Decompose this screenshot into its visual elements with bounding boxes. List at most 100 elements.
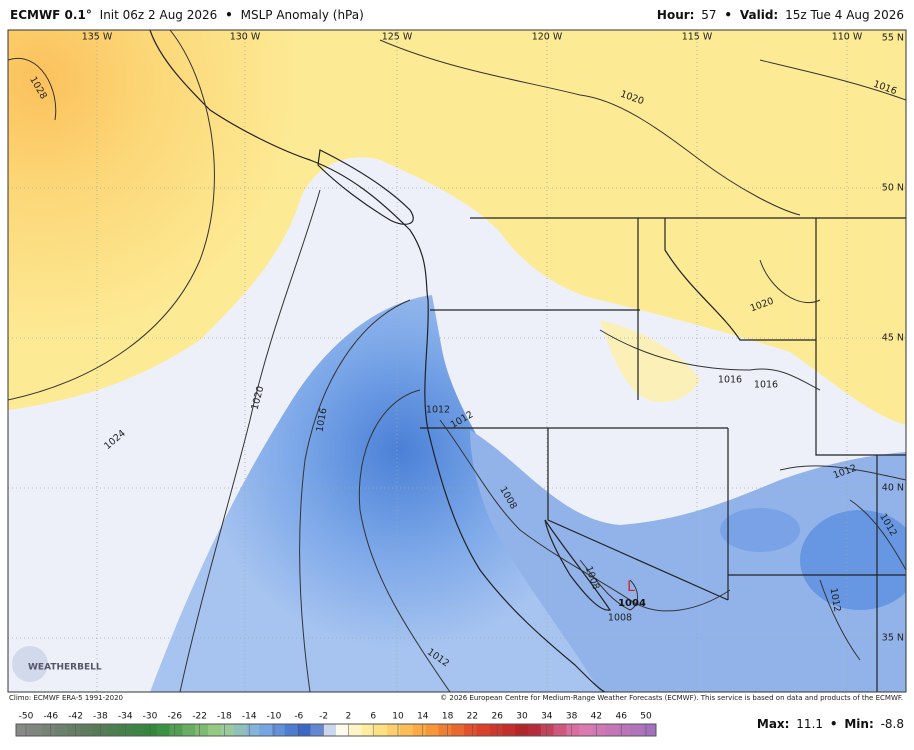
colorbar-segment [80, 724, 94, 736]
colorbar-segment [566, 724, 580, 736]
colorbar-segment [604, 724, 618, 736]
colorbar-label: -22 [192, 712, 207, 722]
colorbar-segment [297, 724, 311, 736]
graticule [8, 30, 906, 692]
longitude-label: 110 W [832, 32, 863, 43]
map-frame [7, 29, 907, 693]
latitude-label: 45 N [882, 333, 904, 344]
colorbar-segment [348, 724, 362, 736]
colorbar-label: 6 [370, 712, 376, 722]
max: 11.1 [796, 717, 823, 731]
colorbar-segment [643, 724, 657, 736]
low-anomaly-core [720, 508, 800, 552]
colorbar-label: 50 [640, 712, 652, 722]
latitude-label: 50 N [882, 183, 904, 194]
colorbar-label: 18 [442, 712, 454, 722]
colorbar-segment [156, 724, 170, 736]
min-label: Min: [844, 717, 873, 731]
colorbar-segment [630, 724, 644, 736]
latitude-label: 40 N [882, 483, 904, 494]
colorbar-segment [220, 724, 234, 736]
colorbar-label: -42 [68, 712, 83, 722]
colorbar-label: -34 [118, 712, 133, 722]
longitude-label: 135 W [82, 32, 113, 43]
max-label: Max: [757, 717, 790, 731]
colorbar-segment [528, 724, 542, 736]
colorbar-segment [387, 724, 401, 736]
colorbar-segment [182, 724, 196, 736]
min: -8.8 [881, 717, 904, 731]
colorbar-label: -6 [294, 712, 303, 722]
separator: • [225, 8, 233, 22]
contour-label: 1016 [754, 380, 778, 391]
colorbar-label: -50 [19, 712, 34, 722]
colorbar-label: 34 [541, 712, 553, 722]
low-symbol: L [627, 579, 635, 595]
colorbar-segment [579, 724, 593, 736]
colorbar-segment [476, 724, 490, 736]
separator: • [830, 717, 838, 731]
colorbar-segment [272, 724, 286, 736]
model: ECMWF 0.1° [10, 8, 92, 22]
colorbar-label: 38 [566, 712, 578, 722]
hour: 57 [701, 8, 716, 22]
isobars [8, 30, 906, 692]
colorbar-segment [54, 724, 68, 736]
colorbar-segment [489, 724, 503, 736]
colorbar-segment [412, 724, 426, 736]
high-anomaly [8, 30, 906, 425]
borders [420, 217, 906, 692]
colorbar-segment [67, 724, 81, 736]
colorbar-label: -38 [93, 712, 108, 722]
colorbar-segment [28, 724, 42, 736]
colorbar-label: -18 [217, 712, 232, 722]
colorbar-segment [336, 724, 350, 736]
contour-label: 1012 [426, 405, 450, 416]
separator: • [724, 8, 732, 22]
header-right: Hour: 57 • Valid: 15z Tue 4 Aug 2026 [657, 8, 904, 22]
coastline [149, 30, 606, 692]
colorbar-segment [617, 724, 631, 736]
colorbar-segment [208, 724, 222, 736]
colorbar-label: -26 [167, 712, 182, 722]
longitude-label: 130 W [230, 32, 261, 43]
colorbar-label: 22 [467, 712, 478, 722]
colorbar-segment [438, 724, 452, 736]
colorbar-segment [246, 724, 260, 736]
colorbar-segment [400, 724, 414, 736]
field: MSLP Anomaly (hPa) [241, 8, 364, 22]
colorbar-segment [451, 724, 465, 736]
colorbar-label: -10 [267, 712, 282, 722]
colorbar-segment [41, 724, 55, 736]
colorbar-label: -2 [319, 712, 328, 722]
copyright: © 2026 European Centre for Medium-Range … [440, 694, 903, 702]
latitude-label: 35 N [882, 633, 904, 644]
climo: Climo: ECMWF ERA-5 1991-2020 [9, 694, 123, 702]
colorbar-label: -14 [242, 712, 257, 722]
colorbar-segment [195, 724, 209, 736]
colorbar-label: 46 [615, 712, 627, 722]
contour-label: 1012 [827, 587, 842, 613]
geo-labels: 135 W 130 W 125 W 120 W 115 W 110 W 55 N 50 N 45… [82, 32, 904, 644]
colorbar-segment [16, 724, 30, 736]
latitude-label: 55 N [882, 33, 904, 44]
colorbar-segment [553, 724, 567, 736]
hour-label: Hour: [657, 8, 695, 22]
colorbar-segment [259, 724, 273, 736]
colorbar-label: 30 [516, 712, 528, 722]
colorbar-segment [169, 724, 183, 736]
colorbar-segment [284, 724, 298, 736]
colorbar-segment [310, 724, 324, 736]
low-anomaly-land [470, 430, 906, 692]
colorbar-segment [425, 724, 439, 736]
colorbar-label: -30 [143, 712, 158, 722]
colorbar-segment [105, 724, 119, 736]
colorbar-label: 42 [591, 712, 602, 722]
valid-label: Valid: [740, 8, 778, 22]
logo: WEATHERBELL [12, 646, 102, 682]
header-left: ECMWF 0.1° Init 06z 2 Aug 2026 • MSLP An… [10, 8, 364, 22]
baja [544, 519, 611, 611]
low-value: 1004 [618, 598, 646, 609]
low-anomaly-ocean [150, 295, 640, 692]
